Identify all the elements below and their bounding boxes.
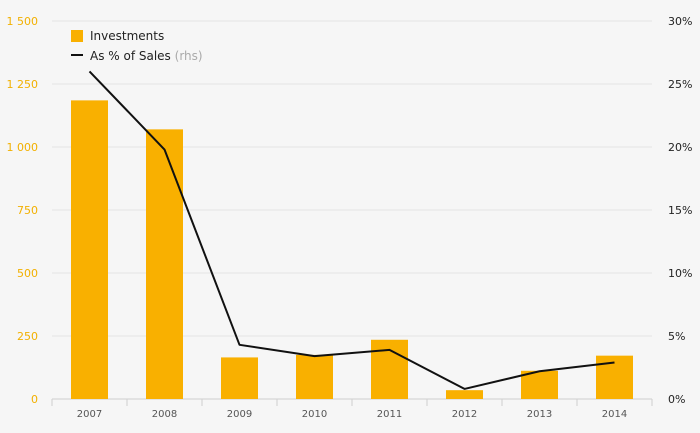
x-tick-label: 2012 — [452, 409, 477, 420]
legend-label-rhs: (rhs) — [175, 49, 203, 63]
y-tick-right: 5% — [668, 330, 685, 343]
bar — [71, 100, 108, 399]
bar — [296, 354, 333, 399]
legend-label-investments: Investments — [90, 29, 164, 43]
x-tick-label: 2007 — [77, 409, 102, 420]
y-tick-right: 30% — [668, 15, 692, 28]
bar-series — [71, 100, 633, 400]
y-tick-right: 20% — [668, 141, 692, 154]
bar — [371, 339, 408, 399]
y-tick-left: 1 500 — [7, 15, 39, 28]
y-tick-right: 0% — [668, 393, 685, 406]
x-axis: 2007 2008 2009 2010 2011 2012 2013 2014 — [51, 399, 653, 420]
bar — [146, 129, 183, 400]
y-axis-right: 0% 5% 10% 15% 20% 25% 30% — [668, 15, 692, 406]
bar — [446, 390, 483, 399]
x-tick-label: 2010 — [302, 409, 327, 420]
legend-swatch-investments — [71, 30, 83, 42]
legend-label-pct-sales: As % of Sales (rhs) — [90, 49, 203, 63]
x-tick-label: 2013 — [527, 409, 552, 420]
y-tick-right: 25% — [668, 78, 692, 91]
y-tick-left: 1 250 — [7, 78, 39, 91]
legend: Investments As % of Sales (rhs) — [71, 29, 203, 63]
y-tick-left: 0 — [31, 393, 38, 406]
bar — [596, 355, 633, 399]
y-tick-right: 10% — [668, 267, 692, 280]
y-tick-left: 500 — [17, 267, 38, 280]
y-tick-left: 1 000 — [7, 141, 39, 154]
y-tick-right: 15% — [668, 204, 692, 217]
y-tick-left: 750 — [17, 204, 38, 217]
x-tick-label: 2008 — [152, 409, 177, 420]
y-axis-left: 0 250 500 750 1 000 1 250 1 500 — [7, 15, 39, 406]
line-path — [88, 70, 615, 390]
x-tick-label: 2014 — [602, 409, 627, 420]
x-tick-label: 2011 — [377, 409, 402, 420]
x-tick-label: 2009 — [227, 409, 252, 420]
legend-label-pct-sales-name: As % of Sales — [90, 49, 171, 63]
bar — [221, 357, 258, 399]
bar — [521, 370, 558, 399]
y-tick-left: 250 — [17, 330, 38, 343]
line-series — [88, 70, 615, 390]
grid-lines — [52, 20, 652, 400]
